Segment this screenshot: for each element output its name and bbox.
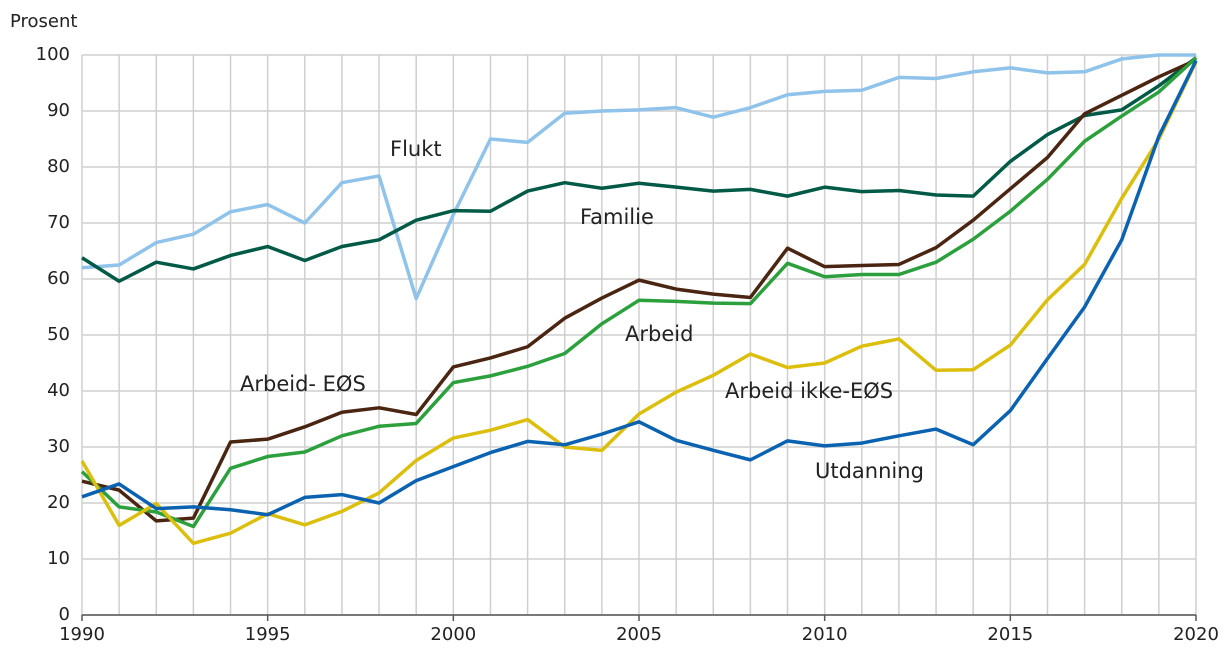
series-label: Arbeid [625, 322, 693, 346]
x-tick-label: 1990 [59, 624, 105, 645]
x-tick-label: 2015 [987, 624, 1033, 645]
y-tick-label: 20 [47, 492, 70, 513]
series-label: Flukt [390, 137, 442, 161]
series-line [80, 56, 1198, 529]
y-tick-label: 70 [47, 212, 70, 233]
x-tick-label: 2020 [1173, 624, 1219, 645]
y-tick-label: 100 [36, 44, 70, 65]
y-tick-label: 50 [47, 324, 70, 345]
series-line [81, 56, 1198, 283]
series-label: Arbeid- EØS [240, 372, 366, 396]
y-tick-label: 90 [47, 100, 70, 121]
y-tick-label: 40 [47, 380, 70, 401]
series-label: Utdanning [815, 459, 924, 483]
y-axis-label: Prosent [10, 11, 77, 32]
y-tick-label: 80 [47, 156, 70, 177]
x-tick-label: 1995 [245, 624, 291, 645]
y-tick-label: 30 [47, 436, 70, 457]
x-tick-label: 2005 [616, 624, 662, 645]
y-tick-label: 0 [59, 604, 70, 625]
y-tick-label: 10 [47, 548, 70, 569]
x-tick-label: 2010 [802, 624, 848, 645]
x-tick-label: 2000 [430, 624, 476, 645]
series-label: Familie [580, 205, 654, 229]
y-tick-label: 60 [47, 268, 70, 289]
series-line [81, 53, 1196, 301]
series-label: Arbeid ikke-EØS [725, 379, 893, 403]
series-line [81, 58, 1197, 523]
series-line [81, 59, 1198, 517]
